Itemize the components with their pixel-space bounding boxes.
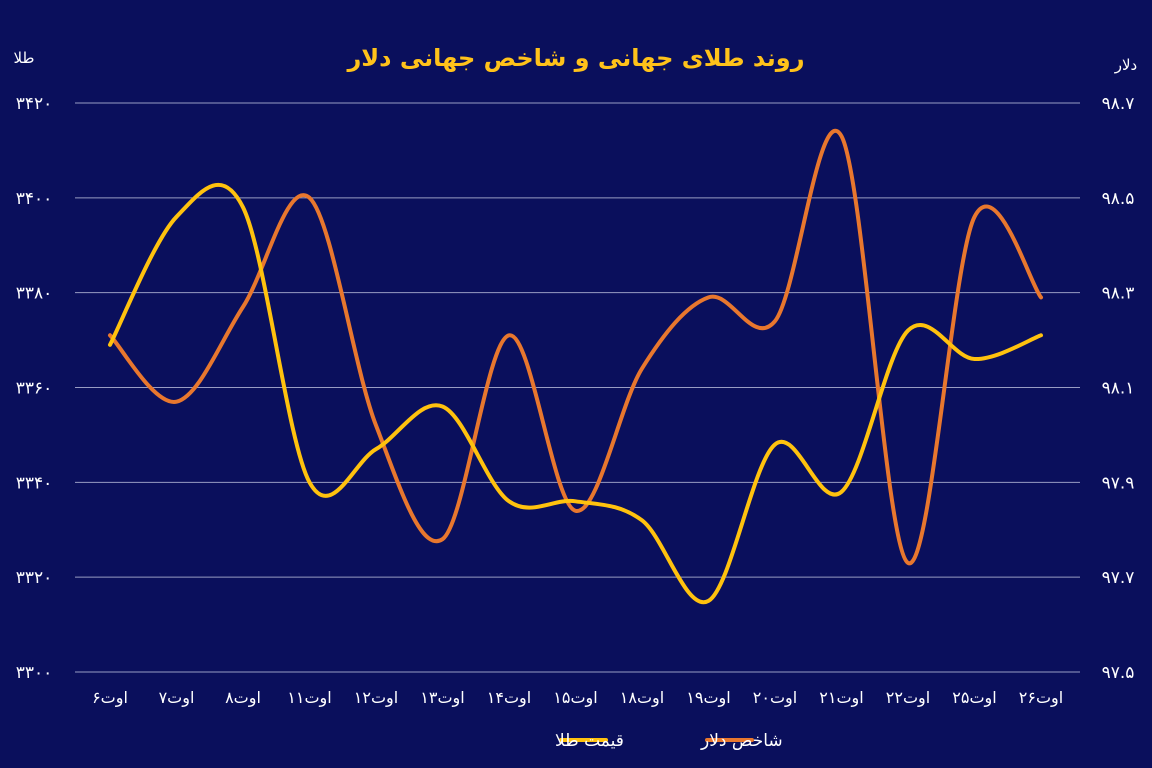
x-tick-label: ۱۱اوت xyxy=(287,688,331,708)
gold-price-point xyxy=(972,357,977,361)
gold-price-point xyxy=(640,518,644,522)
right-tick-label: ۹۷.۷ xyxy=(1102,568,1135,588)
x-tick-label: ۱۳اوت xyxy=(420,688,464,708)
right-axis-ticks: ۹۷.۵ ۹۷.۷ ۹۷.۹ ۹۸.۱ ۹۸.۳ ۹۸.۵ ۹۸.۷ xyxy=(1102,94,1135,683)
left-tick-label: ۳۴۰۰ xyxy=(16,189,53,209)
x-tick-label: ۱۸اوت xyxy=(620,688,664,708)
gold-price-point xyxy=(773,442,777,446)
left-tick-label: ۳۳۶۰ xyxy=(16,379,53,399)
dollar-index-point xyxy=(108,333,112,337)
right-tick-label: ۹۸.۵ xyxy=(1102,189,1135,209)
dollar-index-point xyxy=(507,333,511,337)
x-tick-label: ۸اوت xyxy=(225,688,261,708)
right-tick-label: ۹۷.۵ xyxy=(1102,663,1135,683)
x-tick-label: ۱۲اوت xyxy=(354,688,398,708)
gold-price-point xyxy=(839,490,844,494)
dollar-index-point xyxy=(174,400,179,404)
x-axis-ticks: ۶اوت ۷اوت ۸اوت ۱۱اوت ۱۲اوت ۱۳اوت ۱۴اوت ۱۵اوت ۱۸ا… xyxy=(92,688,1063,708)
grid-lines xyxy=(75,102,1080,673)
x-tick-label: ۲۶اوت xyxy=(1019,688,1063,708)
legend-label-gold: قیمت طلا xyxy=(555,731,624,751)
dollar-index-point xyxy=(972,215,977,219)
gold-price-point xyxy=(374,447,378,451)
x-tick-label: ۲۱اوت xyxy=(819,688,863,708)
x-tick-label: ۶اوت xyxy=(92,688,128,708)
left-tick-label: ۳۳۲۰ xyxy=(16,568,53,588)
x-tick-label: ۱۵اوت xyxy=(553,688,597,708)
dollar-index-point xyxy=(307,196,312,200)
right-tick-label: ۹۸.۱ xyxy=(1102,379,1135,399)
x-tick-label: ۲۵اوت xyxy=(952,688,996,708)
dollar-index-point xyxy=(573,509,578,513)
x-tick-label: ۱۹اوت xyxy=(686,688,730,708)
x-tick-label: ۱۴اوت xyxy=(487,688,531,708)
dollar-index-point xyxy=(640,366,644,371)
left-tick-label: ۳۳۰۰ xyxy=(16,663,53,683)
gold-price-point xyxy=(906,329,910,333)
legend-label-dollar: شاخص دلار xyxy=(700,731,783,751)
left-axis-ticks: ۳۳۰۰ ۳۳۲۰ ۳۳۴۰ ۳۳۶۰ ۳۳۸۰ ۳۴۰۰ ۳۴۲۰ xyxy=(16,94,53,683)
gold-price-point xyxy=(507,499,511,503)
dollar-index-point xyxy=(839,134,844,138)
dollar-index-line xyxy=(108,129,1043,565)
series-lines xyxy=(108,129,1043,605)
right-tick-label: ۹۸.۳ xyxy=(1102,284,1135,304)
chart-title: روند طلای جهانی و شاخص جهانی دلار xyxy=(346,44,804,72)
gold-price-point xyxy=(573,499,578,503)
gold-price-point xyxy=(241,205,245,209)
x-tick-label: ۲۲اوت xyxy=(886,688,930,708)
left-tick-label: ۳۳۴۰ xyxy=(16,473,53,493)
legend: قیمت طلا شاخص دلار xyxy=(555,731,783,751)
right-axis-label: دلار xyxy=(1114,56,1137,74)
left-axis-label: طلا xyxy=(14,49,35,67)
dollar-index-point xyxy=(440,537,445,541)
gold-price-point xyxy=(706,599,711,603)
x-tick-label: ۷اوت xyxy=(159,688,195,708)
dollar-index-point xyxy=(241,305,245,309)
dollar-index-point xyxy=(773,319,777,323)
left-tick-label: ۳۳۸۰ xyxy=(16,284,53,304)
left-tick-label: ۳۴۲۰ xyxy=(16,94,53,114)
right-tick-label: ۹۷.۹ xyxy=(1102,473,1135,493)
dollar-index-point xyxy=(906,561,910,565)
gold-price-point xyxy=(440,404,445,409)
dollar-index-point xyxy=(706,295,711,300)
right-tick-label: ۹۸.۷ xyxy=(1102,94,1135,114)
gold-price-point xyxy=(108,343,112,347)
gold-price-line xyxy=(108,182,1043,605)
dollar-index-point xyxy=(1039,295,1043,300)
gold-price-point xyxy=(1039,333,1043,337)
gold-price-point xyxy=(174,215,179,219)
dollar-index-point xyxy=(374,423,378,428)
x-tick-label: ۲۰اوت xyxy=(753,688,797,708)
gold-price-point xyxy=(307,480,312,484)
